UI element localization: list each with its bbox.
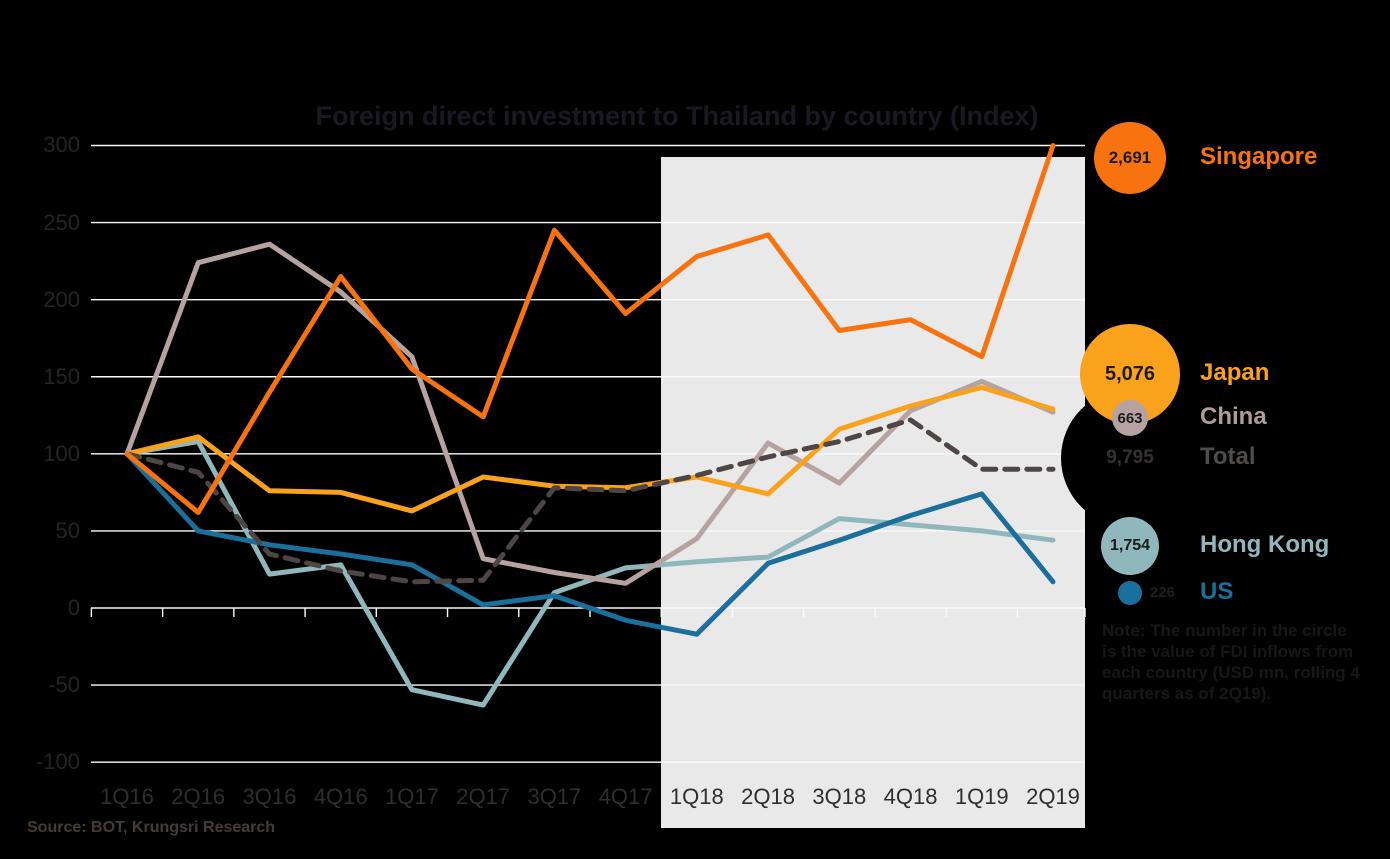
legend-circle-hong-kong xyxy=(1101,517,1159,575)
y-axis-label: 200 xyxy=(43,286,80,312)
x-axis-label: 3Q18 xyxy=(812,784,867,809)
x-axis-label: 2Q18 xyxy=(741,784,795,809)
y-axis-label: -100 xyxy=(35,749,80,775)
series-line-us xyxy=(124,451,1056,637)
x-axis-label: 2Q16 xyxy=(171,784,226,809)
y-axis-label: 150 xyxy=(43,363,80,389)
x-axis-label: 4Q17 xyxy=(598,784,653,809)
x-axis-label: 2Q17 xyxy=(456,784,511,809)
x-axis-label: 3Q16 xyxy=(242,784,297,809)
legend-circle-singapore xyxy=(1094,122,1166,194)
y-axis-label: 100 xyxy=(43,440,80,466)
x-axis-label: 4Q18 xyxy=(883,784,938,809)
series-line-singapore xyxy=(124,143,1056,515)
legend-value-singapore: 2,691 xyxy=(1108,148,1152,167)
legend-circle-china xyxy=(1112,400,1148,436)
legend-note: Note: The number in the circle is the va… xyxy=(1102,621,1360,703)
legend-label-japan: Japan xyxy=(1200,359,1270,386)
y-axis-label: 50 xyxy=(55,517,80,543)
y-axis-label: 250 xyxy=(43,209,80,235)
legend-value-hong-kong: 1,754 xyxy=(1109,537,1151,554)
y-axis-label: 0 xyxy=(67,595,80,620)
x-axis-ticks xyxy=(90,608,1086,617)
x-axis-label: 1Q16 xyxy=(100,784,154,809)
legend-label-total: Total xyxy=(1200,443,1256,470)
highlight-region-1Q18-2Q19 xyxy=(661,157,1085,828)
source-caption: Source: BOT, Krungsri Research xyxy=(27,819,276,836)
legend-value-china: 663 xyxy=(1117,409,1143,427)
legend-value-us: 226 xyxy=(1150,583,1176,601)
x-axis-label: 2Q19 xyxy=(1026,784,1080,809)
x-axis-label: 3Q17 xyxy=(527,784,582,809)
x-axis-label: 4Q16 xyxy=(313,784,368,809)
legend-value-japan: 5,076 xyxy=(1104,362,1156,385)
y-axis-label: 300 xyxy=(43,132,80,158)
gridlines xyxy=(91,144,1085,763)
x-axis-label: 1Q19 xyxy=(954,784,1009,809)
chart-title: Foreign direct investment to Thailand by… xyxy=(315,101,1039,131)
legend-label-china: China xyxy=(1200,403,1267,430)
x-axis-label: 1Q17 xyxy=(385,784,439,809)
legend-value-total: 9,795 xyxy=(1106,447,1154,468)
x-axis-label: 1Q18 xyxy=(669,784,724,809)
series-line-total xyxy=(124,417,1056,585)
y-axis-label: -50 xyxy=(48,672,80,698)
legend-circle-us xyxy=(1118,581,1142,605)
legend-label-us: US xyxy=(1200,578,1234,605)
legend-label-singapore: Singapore xyxy=(1200,143,1318,170)
legend-label-hong-kong: Hong Kong xyxy=(1200,531,1330,558)
